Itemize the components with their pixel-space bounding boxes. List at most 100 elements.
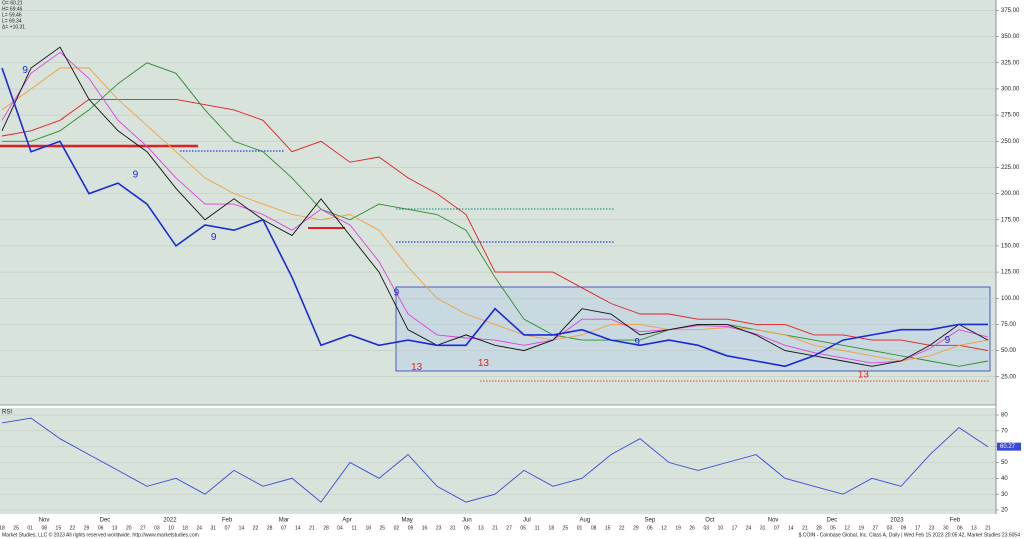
y-tick-label: 200.00 (1001, 191, 1020, 197)
month-label: Oct (705, 518, 715, 524)
month-label: Feb (950, 518, 961, 524)
y-tick-label: 50 (1001, 460, 1008, 466)
day-label: 10 (168, 525, 174, 531)
month-label: Aug (580, 518, 591, 524)
series-line (1, 67, 988, 368)
day-label: 15 (605, 525, 611, 531)
day-label: 05 (520, 525, 526, 531)
y-tick-label: 325.00 (1001, 60, 1020, 66)
day-label: 08 (41, 525, 47, 531)
day-label: 08 (591, 525, 597, 531)
range-box (395, 286, 991, 372)
month-label: May (401, 518, 412, 524)
day-label: 21 (492, 525, 498, 531)
y-tick-label: 40 (1001, 476, 1008, 482)
count-annotation: 13 (411, 362, 423, 373)
day-label: 25 (13, 525, 19, 531)
day-label: 10 (718, 525, 724, 531)
y-tick-label: 70 (1001, 428, 1008, 434)
y-tick-label: 50.00 (1001, 348, 1017, 354)
month-label: Nov (39, 518, 50, 524)
month-label: Feb (222, 518, 233, 524)
day-label: 19 (675, 525, 681, 531)
day-label: 28 (267, 525, 273, 531)
day-label: 03 (887, 525, 893, 531)
y-tick-label: 250.00 (1001, 139, 1020, 145)
day-label: 22 (619, 525, 625, 531)
y-tick-label: 125.00 (1001, 270, 1020, 276)
count-annotation: 9 (211, 232, 217, 243)
day-label: 23 (929, 525, 935, 531)
day-label: 22 (253, 525, 259, 531)
day-label: 19 (858, 525, 864, 531)
day-label: 27 (873, 525, 879, 531)
series-line (1, 67, 989, 362)
day-label: 31 (211, 525, 217, 531)
day-label: 13 (478, 525, 484, 531)
day-label: 29 (84, 525, 90, 531)
count-annotation: 9 (22, 65, 28, 76)
ohlc-text: H= 69.46 (2, 6, 23, 12)
day-label: 07 (774, 525, 780, 531)
day-label: 09 (408, 525, 414, 531)
y-tick-label: 175.00 (1001, 217, 1020, 223)
day-label: 23 (436, 525, 442, 531)
day-label: 01 (577, 525, 583, 531)
day-label: 24 (196, 525, 202, 531)
day-label: 06 (957, 525, 963, 531)
day-label: 31 (760, 525, 766, 531)
month-label: Dec (827, 518, 838, 524)
day-label: 04 (337, 525, 343, 531)
count-annotation: 9 (634, 337, 640, 348)
y-tick-label: 375.00 (1001, 8, 1020, 14)
day-label: 14 (239, 525, 245, 531)
count-annotation: 9 (394, 288, 400, 299)
day-label: 30 (943, 525, 949, 531)
day-label: 28 (323, 525, 329, 531)
ohlc-text: Δ= +10.31 (2, 24, 25, 30)
day-label: 13 (971, 525, 977, 531)
day-label: 11 (535, 525, 540, 531)
y-tick-label: 20 (1001, 508, 1008, 514)
day-label: 09 (901, 525, 907, 531)
y-tick-label: 75.00 (1001, 322, 1017, 328)
day-label: 03 (154, 525, 160, 531)
day-label: 17 (732, 525, 738, 531)
day-label: 18 (182, 525, 188, 531)
day-label: 14 (295, 525, 301, 531)
y-tick-label: 30 (1001, 492, 1008, 498)
footer: Market Studies, LLC © 2023 All rights re… (2, 531, 199, 538)
count-annotation: 13 (478, 358, 490, 369)
series-line (1, 98, 989, 352)
day-label: 12 (661, 525, 667, 531)
day-label: 11 (352, 525, 357, 531)
day-label: 18 (549, 525, 555, 531)
day-label: 27 (140, 525, 146, 531)
day-label: 21 (985, 525, 991, 531)
ohlc-text: L= 59.46 (2, 12, 22, 18)
series-line (1, 417, 989, 503)
last-value-box (997, 442, 1021, 451)
day-label: 15 (56, 525, 62, 531)
day-label: 26 (689, 525, 695, 531)
month-label: Sep (645, 518, 656, 524)
y-tick-label: 350.00 (1001, 34, 1020, 40)
day-label: 01 (27, 525, 33, 531)
day-label: 16 (422, 525, 428, 531)
month-label: Jun (462, 518, 472, 524)
day-label: 22 (70, 525, 76, 531)
day-label: 18 (365, 525, 371, 531)
day-label: 25 (380, 525, 386, 531)
y-tick-label: 275.00 (1001, 113, 1020, 119)
count-annotation: 9 (945, 335, 951, 346)
month-label: 2023 (890, 518, 904, 524)
day-label: 29 (633, 525, 639, 531)
day-label: 02 (394, 525, 400, 531)
day-label: 28 (816, 525, 822, 531)
month-label: Nov (768, 518, 779, 524)
y-tick-label: 80 (1001, 413, 1008, 419)
rsi-panel (0, 408, 996, 514)
day-label: 14 (788, 525, 794, 531)
month-label: Mar (279, 518, 289, 524)
y-tick-label: 300.00 (1001, 87, 1020, 93)
